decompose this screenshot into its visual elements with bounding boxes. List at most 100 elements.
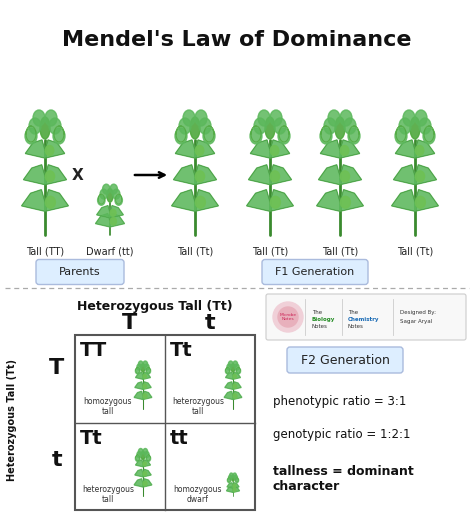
Ellipse shape [146,368,151,374]
Ellipse shape [344,118,356,134]
Polygon shape [143,372,150,379]
Text: homozygous
tall: homozygous tall [84,397,132,417]
Ellipse shape [415,146,424,155]
Text: The: The [312,310,322,315]
Ellipse shape [340,110,352,126]
Text: Tt: Tt [80,429,103,448]
Polygon shape [143,469,151,477]
Ellipse shape [143,448,147,455]
Text: Chemistry: Chemistry [348,317,380,322]
Ellipse shape [403,110,415,126]
Polygon shape [246,190,270,211]
Ellipse shape [183,110,195,126]
Ellipse shape [143,374,146,378]
Ellipse shape [270,146,279,155]
Ellipse shape [143,472,146,476]
Text: tallness = dominant
character: tallness = dominant character [273,465,414,493]
Polygon shape [250,140,270,158]
Ellipse shape [175,128,187,144]
Ellipse shape [45,110,57,126]
Ellipse shape [234,475,237,480]
Ellipse shape [233,394,237,398]
Polygon shape [143,479,152,487]
Text: heterozygous
tall: heterozygous tall [82,485,134,504]
Polygon shape [233,372,240,379]
Ellipse shape [137,451,141,458]
Ellipse shape [410,117,420,139]
Polygon shape [317,190,340,211]
Ellipse shape [102,184,110,194]
Text: Biology: Biology [312,317,336,322]
Ellipse shape [110,218,117,225]
Text: heterozygous
tall: heterozygous tall [172,397,224,417]
Polygon shape [224,391,233,400]
Polygon shape [136,372,143,379]
Ellipse shape [110,210,116,216]
Ellipse shape [110,210,116,216]
Ellipse shape [46,146,54,155]
Text: Tall (TT): Tall (TT) [26,246,64,256]
Ellipse shape [320,128,332,144]
Ellipse shape [395,128,407,144]
Text: genotypic ratio = 1:2:1: genotypic ratio = 1:2:1 [273,428,410,441]
Polygon shape [233,483,239,488]
Ellipse shape [195,110,207,126]
Ellipse shape [143,462,146,466]
Text: Dwarf (tt): Dwarf (tt) [86,246,134,256]
Ellipse shape [233,384,237,388]
Ellipse shape [46,171,55,182]
Ellipse shape [399,118,411,134]
Ellipse shape [233,374,237,378]
Text: F1 Generation: F1 Generation [275,267,355,277]
Ellipse shape [228,478,231,483]
Polygon shape [135,469,143,477]
Polygon shape [233,391,242,400]
Polygon shape [173,165,195,185]
FancyBboxPatch shape [36,259,124,285]
Polygon shape [45,165,66,185]
Ellipse shape [179,118,191,134]
Polygon shape [415,165,437,185]
Ellipse shape [335,117,345,139]
Polygon shape [319,165,340,185]
Text: The: The [348,310,358,315]
Polygon shape [270,190,293,211]
Ellipse shape [415,196,425,208]
Polygon shape [340,165,362,185]
Ellipse shape [227,364,231,370]
Ellipse shape [143,472,146,476]
Text: Parents: Parents [59,267,101,277]
Ellipse shape [112,189,120,199]
Ellipse shape [270,110,282,126]
Ellipse shape [195,146,204,155]
Polygon shape [45,190,68,211]
FancyBboxPatch shape [266,294,466,340]
Ellipse shape [138,448,143,455]
Ellipse shape [233,488,236,492]
Text: Tt: Tt [170,341,193,360]
Ellipse shape [143,361,147,367]
Ellipse shape [46,171,55,182]
Ellipse shape [258,110,270,126]
Ellipse shape [229,473,233,477]
Ellipse shape [40,117,50,139]
Polygon shape [227,483,233,488]
Ellipse shape [340,171,349,182]
Ellipse shape [235,478,238,483]
Ellipse shape [271,196,280,208]
Text: Mendel's Law of Dominance: Mendel's Law of Dominance [62,30,412,50]
Text: Notes: Notes [348,324,364,329]
Ellipse shape [340,171,349,182]
Text: T: T [122,313,137,333]
Ellipse shape [100,189,108,199]
Ellipse shape [228,361,233,367]
Circle shape [278,307,298,327]
Polygon shape [340,190,364,211]
Polygon shape [172,190,195,211]
Ellipse shape [415,110,427,126]
Text: homozygous
dwarf: homozygous dwarf [174,485,222,504]
Polygon shape [136,460,143,467]
Ellipse shape [271,196,280,208]
Text: Tall (Tt): Tall (Tt) [252,246,288,256]
Ellipse shape [232,475,235,481]
